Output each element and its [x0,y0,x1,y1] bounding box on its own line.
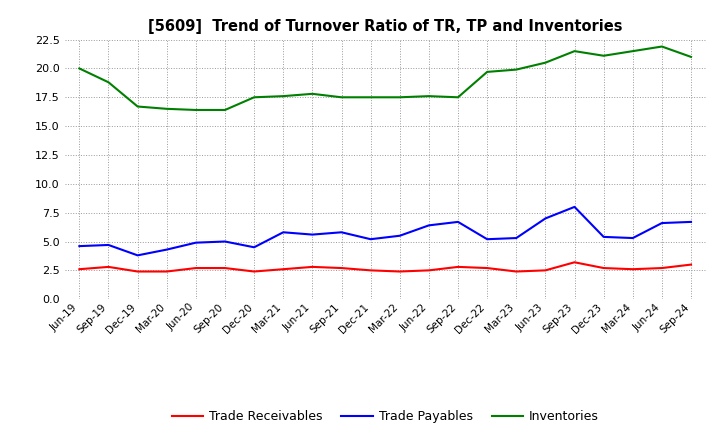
Trade Payables [425,223,433,228]
Trade Receivables [279,267,287,272]
Inventories [483,69,492,74]
Trade Receivables [512,269,521,274]
Trade Receivables [599,265,608,271]
Trade Payables [599,234,608,239]
Trade Payables [250,245,258,250]
Inventories [541,60,550,65]
Trade Receivables [395,269,404,274]
Trade Receivables [75,267,84,272]
Trade Payables [454,219,462,224]
Trade Payables [220,239,229,244]
Inventories [687,54,696,59]
Trade Payables [657,220,666,226]
Inventories [570,48,579,54]
Inventories [657,44,666,49]
Line: Inventories: Inventories [79,47,691,110]
Inventories [279,93,287,99]
Trade Receivables [629,267,637,272]
Inventories [425,93,433,99]
Inventories [104,80,113,85]
Trade Payables [570,204,579,209]
Line: Trade Receivables: Trade Receivables [79,262,691,271]
Trade Receivables [337,265,346,271]
Inventories [75,66,84,71]
Inventories [250,95,258,100]
Inventories [308,91,317,96]
Inventories [220,107,229,113]
Trade Receivables [541,268,550,273]
Trade Payables [279,230,287,235]
Trade Receivables [250,269,258,274]
Inventories [337,95,346,100]
Trade Payables [104,242,113,248]
Trade Receivables [366,268,375,273]
Trade Payables [687,219,696,224]
Trade Payables [308,232,317,237]
Inventories [599,53,608,59]
Inventories [395,95,404,100]
Trade Receivables [133,269,142,274]
Trade Payables [541,216,550,221]
Inventories [192,107,200,113]
Title: [5609]  Trend of Turnover Ratio of TR, TP and Inventories: [5609] Trend of Turnover Ratio of TR, TP… [148,19,623,34]
Inventories [163,106,171,111]
Trade Receivables [104,264,113,270]
Legend: Trade Receivables, Trade Payables, Inventories: Trade Receivables, Trade Payables, Inven… [166,405,604,428]
Trade Receivables [192,265,200,271]
Inventories [512,67,521,72]
Trade Payables [395,233,404,238]
Trade Payables [483,237,492,242]
Trade Receivables [454,264,462,270]
Inventories [454,95,462,100]
Trade Payables [192,240,200,246]
Trade Receivables [483,265,492,271]
Trade Payables [629,235,637,241]
Trade Payables [133,253,142,258]
Trade Payables [163,247,171,252]
Trade Receivables [570,260,579,265]
Trade Receivables [657,265,666,271]
Inventories [629,48,637,54]
Trade Payables [75,243,84,249]
Line: Trade Payables: Trade Payables [79,207,691,255]
Trade Receivables [220,265,229,271]
Trade Receivables [308,264,317,270]
Inventories [366,95,375,100]
Trade Payables [366,237,375,242]
Trade Payables [512,235,521,241]
Trade Payables [337,230,346,235]
Trade Receivables [163,269,171,274]
Trade Receivables [687,262,696,267]
Inventories [133,104,142,109]
Trade Receivables [425,268,433,273]
